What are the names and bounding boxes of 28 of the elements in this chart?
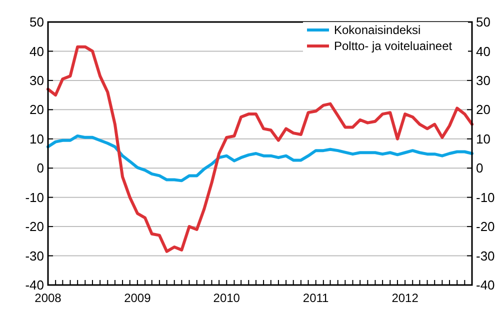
x-tick-label: 2010: [213, 291, 240, 305]
y2-tick-label: -20: [476, 219, 495, 234]
y2-tick-label: 40: [476, 44, 490, 59]
y2-tick-label: 30: [476, 72, 490, 88]
y2-tick-label: -40: [476, 278, 495, 293]
x-tick-label: 2012: [392, 291, 419, 305]
legend-label: Poltto- ja voiteluaineet: [334, 39, 453, 53]
x-tick-label: 2011: [302, 291, 330, 305]
y2-tick-label: 20: [476, 102, 490, 118]
y-tick-label: -40: [25, 278, 44, 293]
y2-tick-label: -30: [476, 248, 495, 264]
y-tick-label: -10: [25, 190, 44, 205]
y2-tick-label: 50: [476, 14, 490, 30]
legend-label: Kokonaisindeksi: [334, 23, 421, 37]
y-tick-label: 0: [36, 160, 44, 176]
y2-tick-label: -10: [476, 190, 495, 205]
x-tick-label: 2008: [34, 291, 62, 305]
y2-tick-label: 10: [476, 131, 490, 146]
y2-tick-label: 0: [476, 160, 484, 176]
y-tick-label: -20: [25, 219, 44, 234]
y-tick-label: 10: [30, 131, 44, 146]
y-tick-label: 40: [30, 44, 44, 59]
y-tick-label: 20: [30, 102, 44, 118]
y-tick-label: 50: [30, 14, 44, 30]
y-tick-label: -30: [25, 248, 44, 264]
line-series: [46, 134, 474, 182]
x-tick-label: 2009: [124, 291, 152, 305]
y-tick-label: 30: [30, 72, 44, 88]
